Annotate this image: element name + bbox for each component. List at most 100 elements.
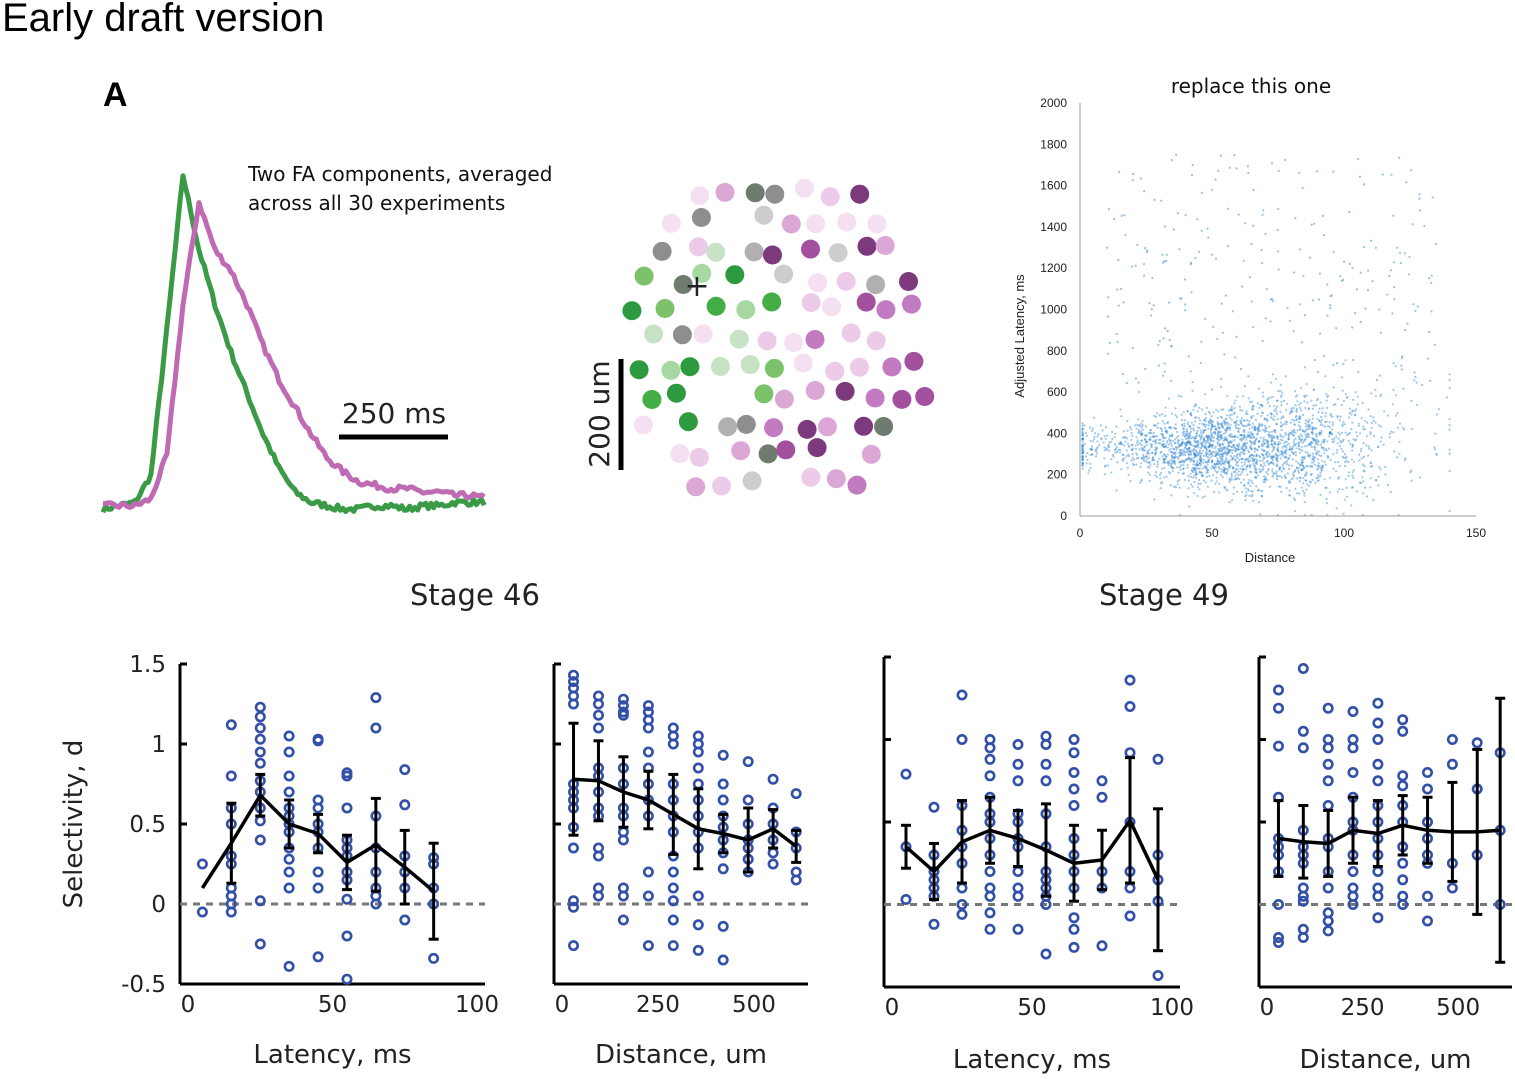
scatter-point — [1206, 460, 1209, 464]
scatter-point — [1245, 468, 1248, 471]
data-point — [283, 866, 295, 878]
scatter-point — [1226, 448, 1230, 451]
scatter-point — [1175, 416, 1178, 419]
scatter-point — [1328, 421, 1331, 424]
scatter-point — [1177, 439, 1181, 442]
scatter-point — [1315, 442, 1318, 446]
scatter-point — [1315, 453, 1318, 456]
scatter-point — [1306, 444, 1309, 447]
scatter-point — [1266, 439, 1269, 442]
scatter-point — [1346, 396, 1349, 399]
data-point — [283, 786, 295, 798]
scatter-point — [1219, 443, 1222, 446]
scatter-point — [1235, 443, 1238, 447]
scatter-point — [1116, 288, 1119, 291]
scatter-point — [1216, 470, 1219, 473]
scatter-point — [1207, 438, 1210, 442]
scatter-point — [1103, 446, 1106, 449]
data-point — [428, 952, 440, 964]
scatter-point — [1321, 424, 1324, 427]
scatter-point — [1254, 418, 1257, 421]
scatter-point — [1248, 423, 1251, 426]
scatter-point — [1150, 432, 1153, 435]
scatter-point — [1246, 419, 1249, 422]
scatter-point — [1081, 449, 1084, 452]
scatter-point — [1200, 229, 1203, 232]
scatter-point — [1270, 443, 1273, 446]
scatter-point — [1281, 415, 1284, 418]
scatter-point — [1290, 478, 1293, 481]
scatter-point — [1266, 401, 1269, 404]
scatter-point — [1300, 486, 1304, 489]
data-point — [1397, 725, 1409, 737]
scatter-point — [1253, 428, 1256, 431]
scatter-point — [1250, 400, 1253, 403]
scatter-point — [1239, 409, 1242, 412]
scatter-point — [1198, 435, 1201, 438]
scatter-point — [1337, 437, 1340, 440]
scatter-point — [1210, 433, 1213, 436]
scatter-point — [1402, 428, 1406, 431]
scatter-point — [1113, 217, 1116, 221]
cell-dot — [661, 213, 681, 233]
scatter-point — [1209, 428, 1212, 432]
scatter-point — [1107, 443, 1110, 447]
scatter-point — [1243, 428, 1246, 432]
scatter-point — [1343, 423, 1347, 426]
scatter-point — [1154, 435, 1157, 438]
scatter-point — [1306, 451, 1309, 454]
scatter-point — [1214, 453, 1218, 456]
scatter-point — [1202, 431, 1205, 434]
data-point — [1397, 780, 1409, 792]
cell-dot — [673, 275, 693, 294]
data-point — [1397, 857, 1409, 869]
scatter-point — [1222, 419, 1225, 423]
scatter-point — [1251, 458, 1254, 461]
scatter-point — [1138, 448, 1141, 451]
scatter-point — [1364, 486, 1367, 489]
scatter-point — [1318, 454, 1321, 457]
scatter-point — [1305, 488, 1308, 491]
scatter-point — [1146, 444, 1149, 447]
scatter-point — [1195, 440, 1198, 443]
scatter-point — [1150, 445, 1153, 448]
scatter-point — [1292, 473, 1295, 476]
scatter-point — [1236, 427, 1239, 430]
scatter-point — [1241, 444, 1244, 447]
scatter-point — [1235, 167, 1238, 170]
scatter-point — [1241, 457, 1244, 460]
data-point — [312, 802, 324, 814]
scatter-point — [1330, 294, 1333, 297]
scatter-point — [1140, 479, 1143, 482]
scatter-point — [1332, 467, 1335, 470]
scatter-point — [1310, 421, 1314, 424]
scatter-point — [1342, 456, 1346, 459]
scatter-point — [1247, 489, 1250, 492]
scatter-point — [1180, 297, 1183, 300]
scatter-point — [1297, 444, 1300, 447]
scatter-point — [1311, 478, 1314, 481]
cell-dot — [882, 357, 902, 377]
scatter-point — [1211, 459, 1214, 462]
scatter-point — [1374, 421, 1377, 424]
scatter-point — [1306, 420, 1309, 423]
scatter-point — [1081, 451, 1084, 454]
scatter-point — [1161, 419, 1164, 423]
scatter-point — [1155, 471, 1158, 474]
scatter-point — [1262, 209, 1265, 212]
scatter-point — [1263, 464, 1266, 467]
scatter-point — [1225, 452, 1228, 455]
scatter-point — [1201, 474, 1204, 478]
scatter-point — [1194, 420, 1197, 423]
scatter-point — [1181, 434, 1184, 437]
scatter-point — [1116, 450, 1119, 453]
scatter-point — [1268, 433, 1271, 436]
scatter-point — [1199, 431, 1202, 434]
scatter-point — [1276, 448, 1279, 452]
scatter-point — [1165, 455, 1168, 458]
data-point — [1322, 742, 1334, 754]
scatter-point — [1292, 452, 1295, 455]
scatter-point — [1214, 432, 1217, 436]
scatter-point — [1173, 460, 1176, 463]
cell-dot — [622, 301, 642, 321]
